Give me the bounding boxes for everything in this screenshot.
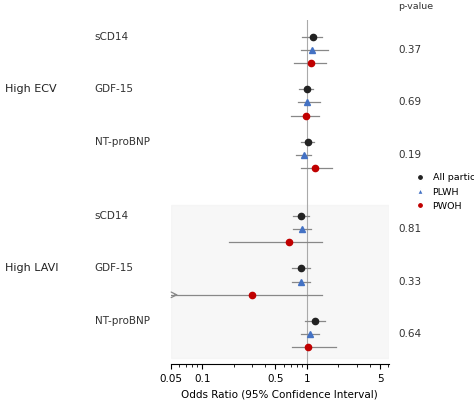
Text: GDF-15: GDF-15 [95, 263, 134, 273]
Text: 0.81: 0.81 [398, 224, 421, 234]
Text: 0.19: 0.19 [398, 150, 421, 160]
Text: sCD14: sCD14 [95, 211, 129, 221]
Text: 0.69: 0.69 [398, 98, 421, 108]
Text: NT-proBNP: NT-proBNP [95, 316, 150, 326]
Text: sCD14: sCD14 [95, 32, 129, 42]
Text: High ECV: High ECV [5, 84, 56, 94]
Text: NT-proBNP: NT-proBNP [95, 137, 150, 147]
Text: 0.33: 0.33 [398, 276, 421, 286]
Bar [171, 205, 389, 358]
Text: Interaction
p-value: Interaction p-value [398, 0, 450, 10]
Legend: All participants, PLWH, PWOH: All participants, PLWH, PWOH [411, 173, 474, 211]
Text: High LAVI: High LAVI [5, 263, 58, 273]
Text: 0.64: 0.64 [398, 329, 421, 339]
X-axis label: Odds Ratio (95% Confidence Interval): Odds Ratio (95% Confidence Interval) [181, 389, 378, 399]
Text: 0.37: 0.37 [398, 45, 421, 55]
Text: GDF-15: GDF-15 [95, 84, 134, 94]
